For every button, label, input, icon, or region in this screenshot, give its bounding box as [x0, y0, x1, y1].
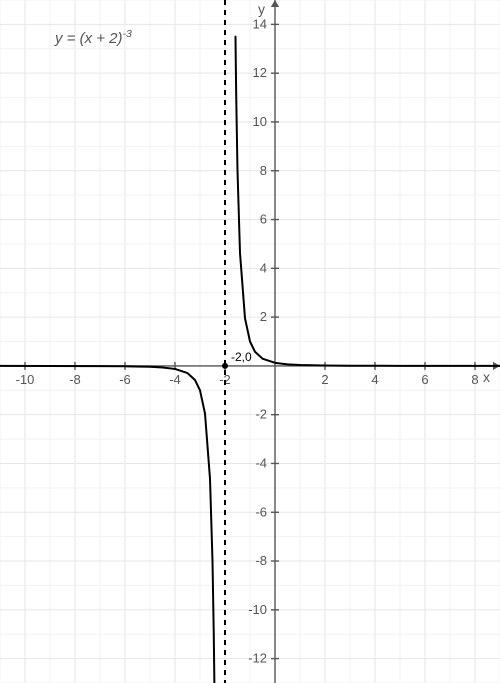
svg-text:y: y — [258, 1, 265, 17]
svg-text:4: 4 — [371, 372, 378, 387]
point-label: -2,0 — [231, 350, 252, 364]
svg-text:-2: -2 — [255, 407, 267, 422]
svg-text:14: 14 — [253, 16, 267, 31]
svg-text:-8: -8 — [69, 372, 81, 387]
svg-text:2: 2 — [260, 309, 267, 324]
svg-text:-10: -10 — [248, 602, 267, 617]
svg-text:-4: -4 — [169, 372, 181, 387]
svg-text:8: 8 — [260, 163, 267, 178]
svg-text:10: 10 — [253, 114, 267, 129]
equation-label: y = (x + 2)-3 — [55, 28, 132, 47]
svg-text:4: 4 — [260, 260, 267, 275]
svg-text:-6: -6 — [119, 372, 131, 387]
svg-text:2: 2 — [321, 372, 328, 387]
chart-container: xy-10-8-6-4-22468-12-10-8-6-4-2246810121… — [0, 0, 500, 683]
svg-text:x: x — [483, 369, 490, 385]
curve-left-branch — [0, 366, 215, 683]
function-graph: xy-10-8-6-4-22468-12-10-8-6-4-2246810121… — [0, 0, 500, 683]
svg-text:-4: -4 — [255, 455, 267, 470]
svg-text:6: 6 — [260, 212, 267, 227]
svg-text:-8: -8 — [255, 553, 267, 568]
ticks: -10-8-6-4-22468-12-10-8-6-4-22468101214 — [16, 16, 479, 665]
svg-text:6: 6 — [421, 372, 428, 387]
svg-text:-6: -6 — [255, 504, 267, 519]
svg-text:-12: -12 — [248, 651, 267, 666]
svg-text:-10: -10 — [16, 372, 35, 387]
svg-text:12: 12 — [253, 65, 267, 80]
svg-text:8: 8 — [471, 372, 478, 387]
marked-point — [222, 363, 228, 369]
